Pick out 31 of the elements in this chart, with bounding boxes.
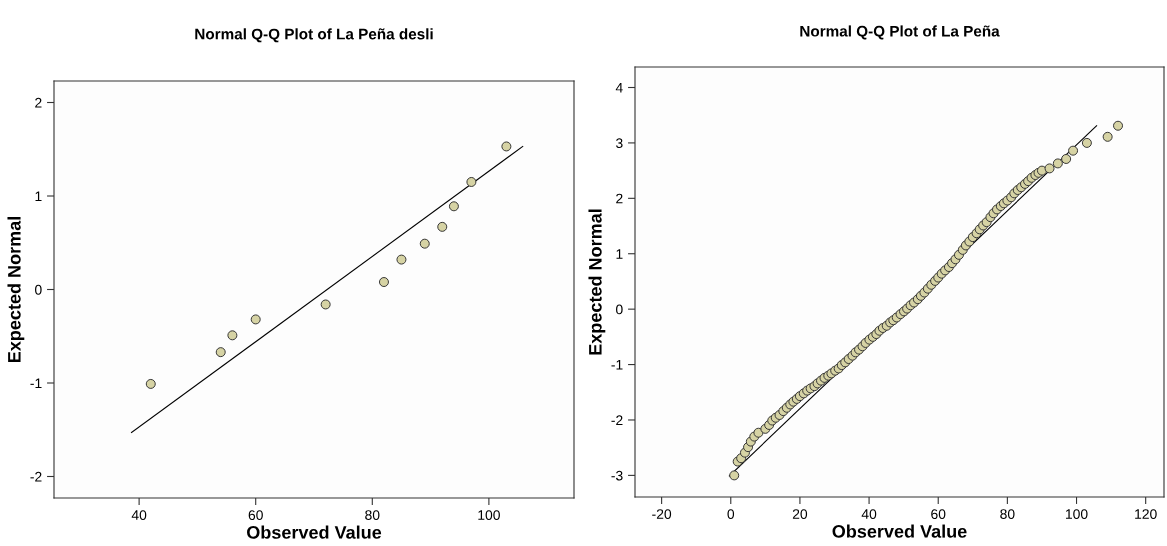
x-tick-label: 100 xyxy=(478,510,500,521)
y-tick-label: -2 xyxy=(30,471,42,482)
y-tick-label: -3 xyxy=(611,470,623,481)
x-tick-label: 100 xyxy=(1066,509,1088,520)
x-tick-label: -20 xyxy=(652,509,672,520)
x-tick-label: 80 xyxy=(365,510,380,521)
x-tick-label: 20 xyxy=(792,509,808,520)
x-tick-label: 0 xyxy=(727,509,735,520)
y-tick-label: -1 xyxy=(611,360,623,370)
x-tick-label: 80 xyxy=(1000,509,1015,520)
chart-title: Normal Q-Q Plot of La Peña xyxy=(800,25,1000,40)
chart-title: Normal Q-Q Plot of La Peña desli xyxy=(195,28,433,43)
x-axis-title: Observed Value xyxy=(832,524,967,538)
y-tick-label: 1 xyxy=(616,249,623,259)
y-tick-label: 0 xyxy=(616,304,623,315)
y-tick-label: 3 xyxy=(616,138,623,149)
y-tick-label: 2 xyxy=(35,97,42,108)
x-tick-label: 40 xyxy=(131,510,147,521)
x-tick-label: 60 xyxy=(248,510,263,521)
x-axis-title: Observed Value xyxy=(247,525,382,539)
y-tick-label: -2 xyxy=(611,415,623,426)
x-tick-label: 60 xyxy=(931,509,946,520)
y-axis-title: Expected Normal xyxy=(7,217,25,363)
y-tick-label: 1 xyxy=(35,191,42,202)
y-axis-title: Expected Normal xyxy=(588,209,606,355)
y-tick-label: -1 xyxy=(30,378,42,389)
y-tick-label: 0 xyxy=(35,284,42,295)
y-tick-label: 2 xyxy=(616,193,623,204)
x-tick-label: 120 xyxy=(1135,509,1157,520)
x-tick-label: 40 xyxy=(861,509,877,520)
y-tick-label: 4 xyxy=(615,82,623,93)
